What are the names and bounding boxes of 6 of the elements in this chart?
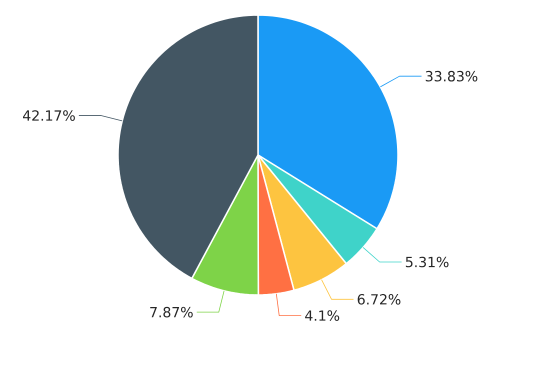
data-label: 33.83% <box>426 70 478 82</box>
data-label: 4.1% <box>305 310 340 321</box>
data-label: 42.17% <box>22 110 75 121</box>
data-label: 7.87% <box>150 306 193 318</box>
data-label: 5.31% <box>406 256 449 268</box>
data-label: 6.72% <box>358 294 400 305</box>
